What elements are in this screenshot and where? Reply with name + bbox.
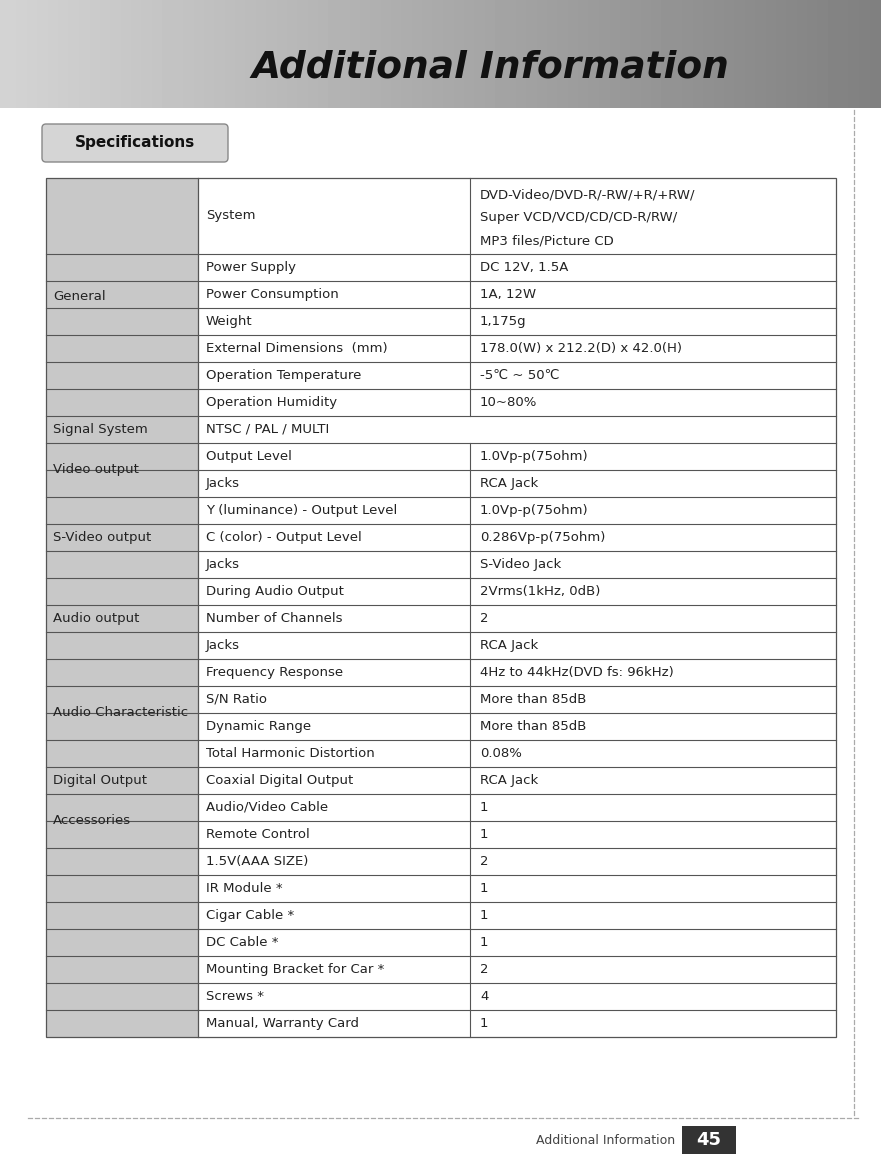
- Text: Number of Channels: Number of Channels: [206, 612, 343, 625]
- Text: 1A, 12W: 1A, 12W: [480, 288, 537, 301]
- Text: Frequency Response: Frequency Response: [206, 666, 343, 679]
- Text: DC 12V, 1.5A: DC 12V, 1.5A: [480, 261, 568, 274]
- Text: System: System: [206, 210, 255, 222]
- Text: During Audio Output: During Audio Output: [206, 585, 344, 598]
- Text: S-Video output: S-Video output: [53, 531, 152, 544]
- Bar: [46, 416, 198, 443]
- Text: 178.0(W) x 212.2(D) x 42.0(H): 178.0(W) x 212.2(D) x 42.0(H): [480, 342, 682, 355]
- Text: 1.5V(AAA SIZE): 1.5V(AAA SIZE): [206, 856, 308, 868]
- Text: 1: 1: [480, 909, 488, 922]
- Text: Screws *: Screws *: [206, 991, 264, 1003]
- Text: Audio output: Audio output: [53, 612, 139, 625]
- Text: Audio/Video Cable: Audio/Video Cable: [206, 801, 328, 814]
- Text: RCA Jack: RCA Jack: [480, 774, 538, 787]
- Text: 1: 1: [480, 882, 488, 895]
- Text: RCA Jack: RCA Jack: [480, 639, 538, 652]
- Text: Total Harmonic Distortion: Total Harmonic Distortion: [206, 747, 374, 760]
- Text: Weight: Weight: [206, 315, 253, 328]
- Text: Jacks: Jacks: [206, 477, 240, 490]
- Text: 2Vrms(1kHz, 0dB): 2Vrms(1kHz, 0dB): [480, 585, 600, 598]
- FancyBboxPatch shape: [42, 125, 228, 162]
- Text: 0.08%: 0.08%: [480, 747, 522, 760]
- Bar: [46, 984, 198, 1010]
- Text: NTSC / PAL / MULTI: NTSC / PAL / MULTI: [206, 423, 329, 436]
- Text: Coaxial Digital Output: Coaxial Digital Output: [206, 774, 353, 787]
- Text: General: General: [53, 291, 106, 304]
- FancyBboxPatch shape: [682, 1126, 736, 1154]
- Text: S/N Ratio: S/N Ratio: [206, 693, 267, 707]
- Text: 1: 1: [480, 828, 488, 842]
- Text: Y (luminance) - Output Level: Y (luminance) - Output Level: [206, 504, 397, 517]
- Text: Signal System: Signal System: [53, 423, 148, 436]
- Text: Dynamic Range: Dynamic Range: [206, 721, 311, 733]
- Text: 1: 1: [480, 1017, 488, 1030]
- Text: More than 85dB: More than 85dB: [480, 721, 587, 733]
- Text: Additional Information: Additional Information: [536, 1134, 675, 1147]
- Text: External Dimensions  (mm): External Dimensions (mm): [206, 342, 388, 355]
- Text: -5℃ ~ 50℃: -5℃ ~ 50℃: [480, 369, 559, 382]
- Text: Specifications: Specifications: [75, 135, 195, 150]
- Bar: [46, 849, 198, 875]
- Bar: [46, 767, 198, 794]
- Text: Remote Control: Remote Control: [206, 828, 310, 842]
- Text: MP3 files/Picture CD: MP3 files/Picture CD: [480, 234, 614, 247]
- Bar: [46, 902, 198, 929]
- Bar: [46, 497, 198, 579]
- Text: 45: 45: [697, 1131, 722, 1149]
- Text: 1: 1: [480, 801, 488, 814]
- Text: Digital Output: Digital Output: [53, 774, 147, 787]
- Text: C (color) - Output Level: C (color) - Output Level: [206, 531, 362, 544]
- Bar: [46, 659, 198, 767]
- Text: Cigar Cable *: Cigar Cable *: [206, 909, 294, 922]
- Text: 4Hz to 44kHz(DVD fs: 96kHz): 4Hz to 44kHz(DVD fs: 96kHz): [480, 666, 674, 679]
- Text: Jacks: Jacks: [206, 639, 240, 652]
- Text: 2: 2: [480, 856, 488, 868]
- Text: Jacks: Jacks: [206, 558, 240, 572]
- Text: Super VCD/VCD/CD/CD-R/RW/: Super VCD/VCD/CD/CD-R/RW/: [480, 212, 677, 225]
- Text: Additional Information: Additional Information: [251, 50, 729, 86]
- Text: 10~80%: 10~80%: [480, 396, 537, 409]
- Bar: [46, 1010, 198, 1037]
- Bar: [46, 178, 198, 416]
- Text: 0.286Vp-p(75ohm): 0.286Vp-p(75ohm): [480, 531, 605, 544]
- Text: 4: 4: [480, 991, 488, 1003]
- Text: 1.0Vp-p(75ohm): 1.0Vp-p(75ohm): [480, 450, 589, 463]
- Text: RCA Jack: RCA Jack: [480, 477, 538, 490]
- Text: 2: 2: [480, 612, 488, 625]
- Text: Output Level: Output Level: [206, 450, 292, 463]
- Text: Video output: Video output: [53, 463, 139, 476]
- Text: 1.0Vp-p(75ohm): 1.0Vp-p(75ohm): [480, 504, 589, 517]
- Text: Power Consumption: Power Consumption: [206, 288, 339, 301]
- Bar: [46, 794, 198, 849]
- Text: Audio Characteristic: Audio Characteristic: [53, 707, 189, 719]
- Text: DC Cable *: DC Cable *: [206, 936, 278, 949]
- Bar: [46, 929, 198, 956]
- Text: Mounting Bracket for Car *: Mounting Bracket for Car *: [206, 963, 384, 975]
- Text: DVD-Video/DVD-R/-RW/+R/+RW/: DVD-Video/DVD-R/-RW/+R/+RW/: [480, 189, 695, 201]
- Text: 1,175g: 1,175g: [480, 315, 527, 328]
- Text: IR Module *: IR Module *: [206, 882, 283, 895]
- FancyBboxPatch shape: [0, 108, 881, 1164]
- Text: Manual, Warranty Card: Manual, Warranty Card: [206, 1017, 359, 1030]
- Text: 1: 1: [480, 936, 488, 949]
- Text: 2: 2: [480, 963, 488, 975]
- Bar: [46, 443, 198, 497]
- Bar: [46, 579, 198, 659]
- Text: Operation Humidity: Operation Humidity: [206, 396, 337, 409]
- Text: More than 85dB: More than 85dB: [480, 693, 587, 707]
- Bar: [46, 178, 836, 1037]
- Bar: [46, 875, 198, 902]
- Bar: [46, 956, 198, 984]
- Text: Power Supply: Power Supply: [206, 261, 296, 274]
- Text: S-Video Jack: S-Video Jack: [480, 558, 561, 572]
- Text: Accessories: Accessories: [53, 815, 131, 828]
- Text: Operation Temperature: Operation Temperature: [206, 369, 361, 382]
